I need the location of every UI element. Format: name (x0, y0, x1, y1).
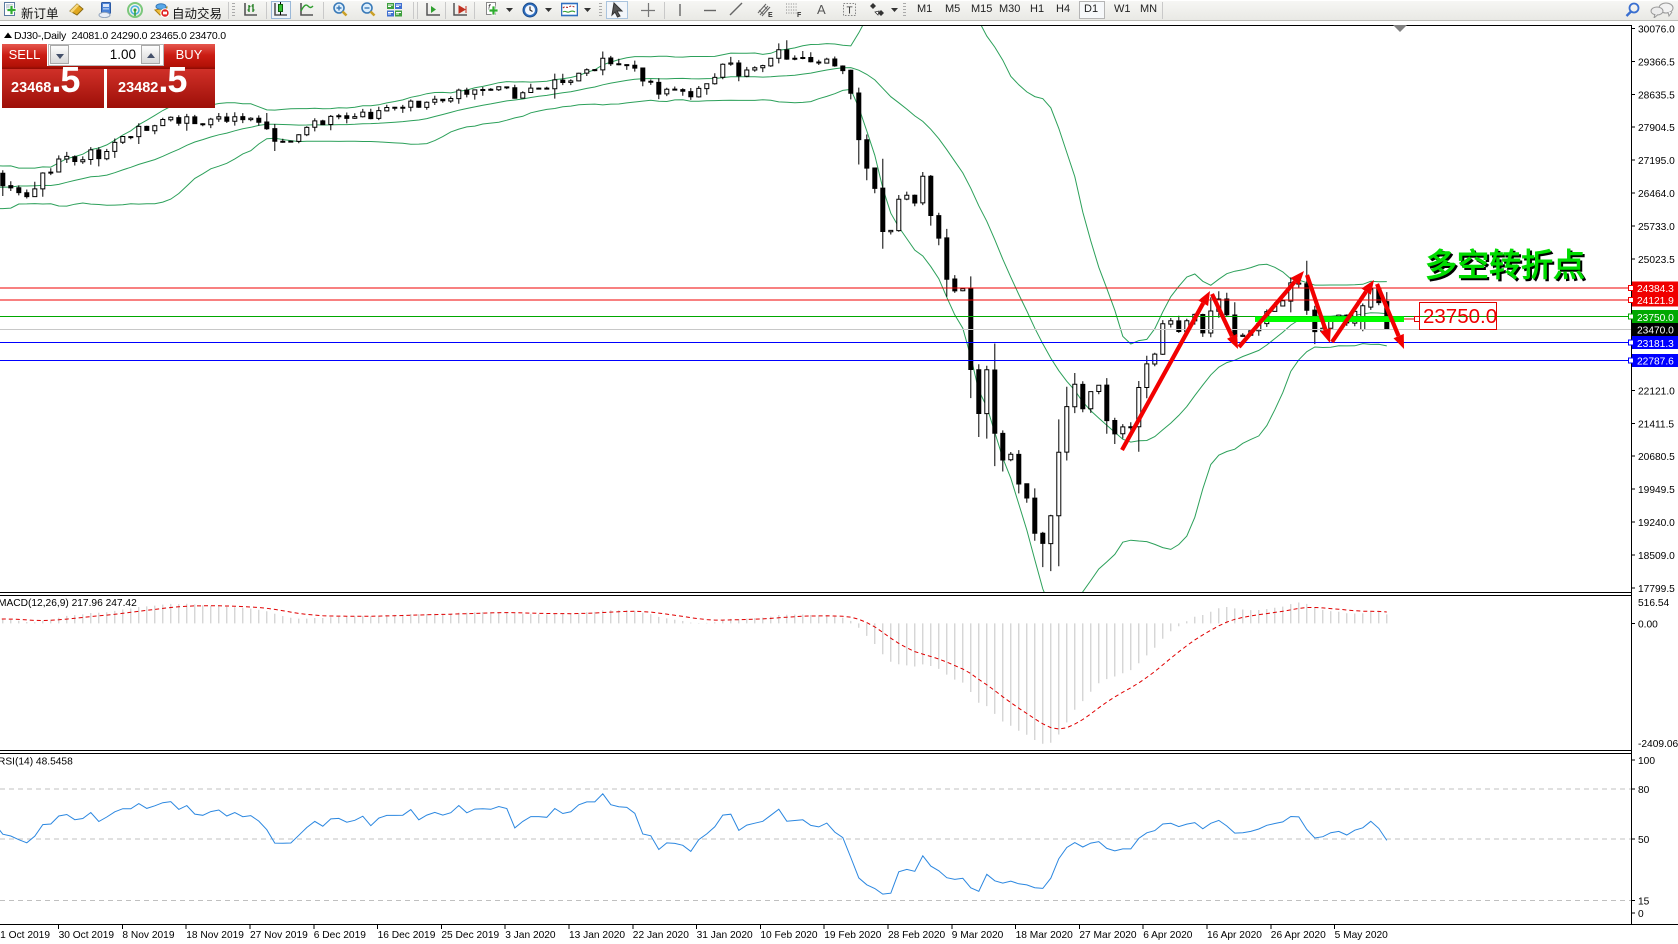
svg-text:23750.0: 23750.0 (1423, 305, 1497, 328)
svg-text:17799.5: 17799.5 (1638, 584, 1675, 595)
svg-text:20680.5: 20680.5 (1638, 452, 1675, 463)
svg-text:100: 100 (1638, 756, 1655, 767)
svg-text:22 Jan 2020: 22 Jan 2020 (633, 930, 689, 941)
svg-text:15: 15 (1638, 897, 1650, 908)
svg-text:26 Apr 2020: 26 Apr 2020 (1271, 930, 1326, 941)
svg-text:31 Jan 2020: 31 Jan 2020 (697, 930, 753, 941)
svg-text:23750.0: 23750.0 (1637, 313, 1674, 324)
svg-text:10 Feb 2020: 10 Feb 2020 (760, 930, 818, 941)
svg-text:23181.3: 23181.3 (1637, 339, 1674, 350)
svg-text:多空转折点: 多空转折点 (1425, 247, 1585, 283)
svg-text:19240.0: 19240.0 (1638, 518, 1675, 529)
svg-text:27904.5: 27904.5 (1638, 123, 1675, 134)
svg-text:多空转折点: 多空转折点 (1427, 249, 1587, 285)
svg-text:29366.5: 29366.5 (1638, 57, 1675, 68)
svg-text:F: F (797, 12, 802, 18)
svg-text:f: f (488, 3, 491, 12)
svg-text:E: E (768, 12, 773, 18)
svg-text:3 Jan 2020: 3 Jan 2020 (505, 930, 556, 941)
svg-text:27 Mar 2020: 27 Mar 2020 (1079, 930, 1137, 941)
svg-text:5 May 2020: 5 May 2020 (1335, 930, 1389, 941)
svg-text:26464.0: 26464.0 (1638, 189, 1675, 200)
svg-text:516.54: 516.54 (1638, 598, 1669, 609)
svg-text:25 Dec 2019: 25 Dec 2019 (441, 930, 499, 941)
svg-text:50: 50 (1638, 835, 1650, 846)
svg-text:23470.0: 23470.0 (1637, 326, 1674, 337)
svg-text:T: T (847, 6, 853, 17)
svg-text:27195.0: 27195.0 (1638, 156, 1675, 167)
svg-text:18 Nov 2019: 18 Nov 2019 (186, 930, 244, 941)
svg-text:6 Apr 2020: 6 Apr 2020 (1143, 930, 1193, 941)
svg-text:8 Nov 2019: 8 Nov 2019 (122, 930, 174, 941)
svg-text:-2409.06: -2409.06 (1638, 739, 1678, 750)
svg-text:MACD(12,26,9) 217.96 247.42: MACD(12,26,9) 217.96 247.42 (0, 598, 137, 609)
svg-text:25023.5: 25023.5 (1638, 255, 1675, 266)
svg-text:0.00: 0.00 (1638, 619, 1658, 630)
svg-text:24384.3: 24384.3 (1637, 284, 1674, 295)
svg-text:22787.6: 22787.6 (1637, 357, 1674, 368)
svg-text:0: 0 (1638, 909, 1644, 920)
svg-text:19 Feb 2020: 19 Feb 2020 (824, 930, 882, 941)
svg-text:18 Mar 2020: 18 Mar 2020 (1016, 930, 1074, 941)
svg-text:25733.0: 25733.0 (1638, 222, 1675, 233)
svg-text:18509.0: 18509.0 (1638, 551, 1675, 562)
svg-text:9 Mar 2020: 9 Mar 2020 (952, 930, 1004, 941)
svg-text:13 Jan 2020: 13 Jan 2020 (569, 930, 625, 941)
svg-text:80: 80 (1638, 785, 1650, 796)
svg-text:30076.0: 30076.0 (1638, 25, 1675, 36)
svg-text:24121.9: 24121.9 (1637, 296, 1674, 307)
svg-text:28 Feb 2020: 28 Feb 2020 (888, 930, 946, 941)
svg-text:27 Nov 2019: 27 Nov 2019 (250, 930, 308, 941)
svg-text:30 Oct 2019: 30 Oct 2019 (59, 930, 115, 941)
svg-text:16 Apr 2020: 16 Apr 2020 (1207, 930, 1262, 941)
svg-text:RSI(14) 48.5458: RSI(14) 48.5458 (0, 757, 73, 768)
svg-text:21411.5: 21411.5 (1638, 419, 1674, 430)
svg-text:16 Dec 2019: 16 Dec 2019 (378, 930, 436, 941)
svg-text:28635.5: 28635.5 (1638, 90, 1675, 101)
svg-text:19949.5: 19949.5 (1638, 485, 1675, 496)
svg-text:21 Oct 2019: 21 Oct 2019 (0, 930, 50, 941)
svg-text:22121.0: 22121.0 (1638, 386, 1675, 397)
svg-text:6 Dec 2019: 6 Dec 2019 (314, 930, 366, 941)
